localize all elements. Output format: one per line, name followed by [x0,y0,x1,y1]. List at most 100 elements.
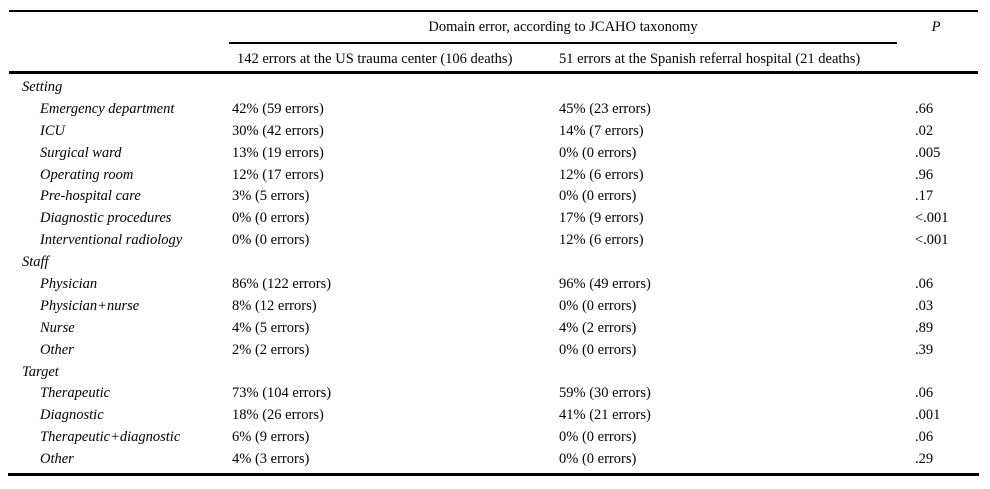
us-value: 13% (19 errors) [232,144,324,161]
us-value [232,77,559,99]
us-value: 8% (12 errors) [232,297,317,314]
es-value: 0% (0 errors) [559,341,637,358]
us-value [232,362,559,384]
es-value: 17% (9 errors) [559,210,644,227]
table-row-group: Staff [10,252,977,274]
p-value [915,77,977,99]
table-row: Other 2% (2 errors) 0% (0 errors) .39 [10,340,977,362]
row-label: Physician [40,276,98,293]
es-value [559,362,915,384]
table-row: Diagnostic procedures 0% (0 errors) 17% … [10,208,977,230]
es-value: 0% (0 errors) [559,144,637,161]
us-value: 73% (104 errors) [232,385,332,402]
p-value: .06 [915,276,934,293]
es-value: 45% (23 errors) [559,100,651,117]
es-value: 4% (2 errors) [559,319,637,336]
p-value: <.001 [915,232,949,249]
us-value [232,252,559,274]
row-label: Physician+nurse [40,297,140,314]
group-label: Setting [22,79,63,95]
es-value: 14% (7 errors) [559,122,644,139]
es-value: 12% (6 errors) [559,166,644,183]
row-label: Interventional radiology [40,232,183,249]
us-value: 42% (59 errors) [232,100,324,117]
es-value [559,77,915,99]
us-value: 0% (0 errors) [232,210,310,227]
es-value: 0% (0 errors) [559,297,637,314]
p-value: .66 [915,100,934,117]
table-row: Operating room 12% (17 errors) 12% (6 er… [10,165,977,187]
p-value: .06 [915,429,934,446]
header-body-divider-rule [9,71,978,74]
spanner-header: Domain error, according to JCAHO taxonom… [428,19,698,35]
spanner-rule [229,42,897,44]
us-value: 3% (5 errors) [232,188,310,205]
p-column-header: P [931,19,941,35]
table-row-group: Setting [10,77,977,99]
p-value: <.001 [915,210,949,227]
us-value: 2% (2 errors) [232,341,310,358]
table-row: Physician+nurse 8% (12 errors) 0% (0 err… [10,296,977,318]
table-row: Physician 86% (122 errors) 96% (49 error… [10,274,977,296]
row-label: Diagnostic [40,407,104,424]
us-value: 12% (17 errors) [232,166,324,183]
es-value [559,252,915,274]
es-value: 59% (30 errors) [559,385,651,402]
es-value: 0% (0 errors) [559,188,637,205]
es-value: 0% (0 errors) [559,451,637,468]
table-body: Setting Emergency department 42% (59 err… [10,77,977,471]
table-row-group: Target [10,362,977,384]
p-value: .03 [915,297,934,314]
group-label: Target [22,363,59,380]
row-label: Emergency department [40,100,175,117]
row-label: Therapeutic+diagnostic [40,429,181,446]
p-value: .96 [915,166,934,183]
table-row: Diagnostic 18% (26 errors) 41% (21 error… [10,405,977,427]
row-label: Therapeutic [40,385,111,402]
us-column-header: 142 errors at the US trauma center (106 … [237,51,513,67]
p-value: .06 [915,385,934,402]
es-value: 41% (21 errors) [559,407,651,424]
row-label: Nurse [40,319,75,336]
table-row: Other 4% (3 errors) 0% (0 errors) .29 [10,449,977,471]
row-label: Other [40,451,74,468]
row-label: Surgical ward [40,144,122,161]
table-row: Surgical ward 13% (19 errors) 0% (0 erro… [10,143,977,165]
p-value [915,252,977,274]
row-label: Other [40,341,74,358]
us-value: 0% (0 errors) [232,232,310,249]
p-value: .89 [915,319,934,336]
p-value: .29 [915,451,934,468]
es-value: 12% (6 errors) [559,232,644,249]
group-label: Staff [22,254,49,271]
es-value: 96% (49 errors) [559,276,651,293]
table-row: Emergency department 42% (59 errors) 45%… [10,99,977,121]
row-label: Operating room [40,166,134,183]
table-row: Therapeutic+diagnostic 6% (9 errors) 0% … [10,427,977,449]
us-value: 18% (26 errors) [232,407,324,424]
row-label: Diagnostic procedures [40,210,172,227]
row-label: Pre-hospital care [40,188,141,205]
p-value: .39 [915,341,934,358]
table-row: Pre-hospital care 3% (5 errors) 0% (0 er… [10,186,977,208]
table-row: Nurse 4% (5 errors) 4% (2 errors) .89 [10,318,977,340]
bottom-rule [8,473,979,476]
p-value: .02 [915,122,934,139]
p-value [915,362,977,384]
top-rule [9,10,978,12]
us-value: 30% (42 errors) [232,122,324,139]
p-value: .001 [915,407,941,424]
table-row: ICU 30% (42 errors) 14% (7 errors) .02 [10,121,977,143]
us-value: 6% (9 errors) [232,429,310,446]
us-value: 86% (122 errors) [232,276,332,293]
us-value: 4% (5 errors) [232,319,310,336]
p-value: .005 [915,144,941,161]
p-value: .17 [915,188,934,205]
es-value: 0% (0 errors) [559,429,637,446]
table-row: Therapeutic 73% (104 errors) 59% (30 err… [10,383,977,405]
row-label: ICU [40,122,65,139]
es-column-header: 51 errors at the Spanish referral hospit… [559,51,861,67]
table-row: Interventional radiology 0% (0 errors) 1… [10,230,977,252]
us-value: 4% (3 errors) [232,451,310,468]
